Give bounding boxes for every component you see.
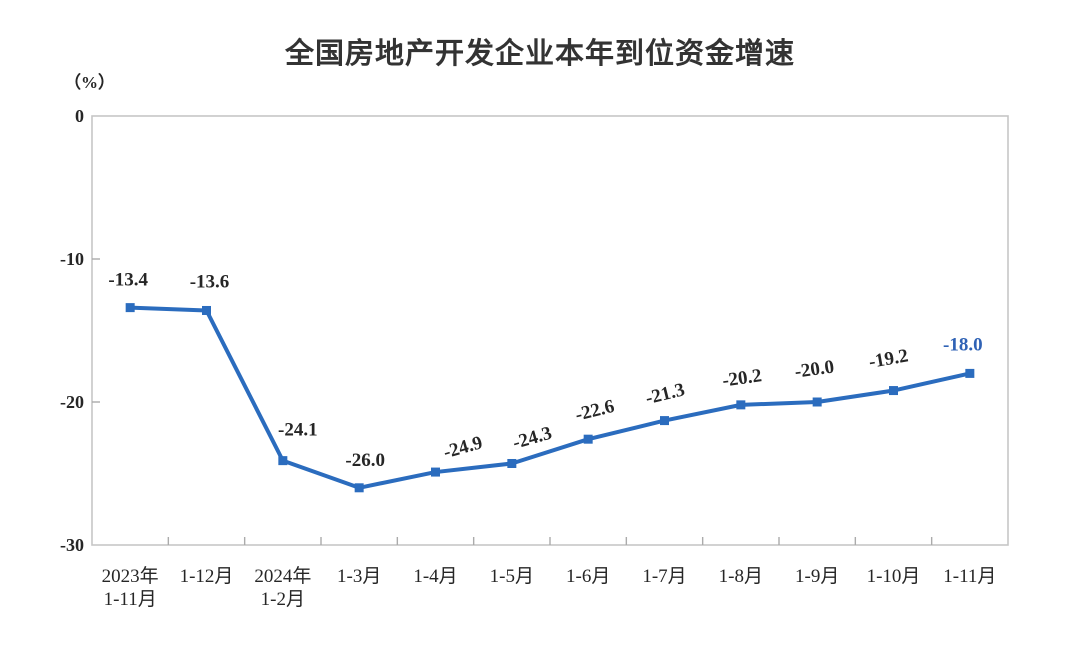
data-point-marker [354, 483, 364, 493]
data-point-marker [736, 400, 746, 410]
data-point-label: -19.2 [867, 345, 910, 373]
data-point-label: -21.3 [643, 379, 686, 409]
x-axis-category-label: 1-11月 [943, 566, 996, 587]
y-axis-tick-label: 0 [75, 106, 84, 126]
data-point-marker [278, 456, 288, 466]
x-axis-category-label: 2024年 1-2月 [254, 565, 311, 610]
data-point-label: -20.0 [793, 356, 835, 382]
x-axis-category-label: 1-4月 [413, 566, 457, 587]
x-axis-category-label: 1-7月 [642, 566, 686, 587]
data-point-label: -26.0 [345, 450, 385, 471]
x-axis-category-label: 1-8月 [719, 566, 763, 587]
data-point-marker [431, 467, 440, 477]
plot-border [91, 115, 1009, 546]
x-axis-category-label: 2023年 1-11月 [102, 565, 159, 610]
data-point-marker [660, 416, 669, 426]
data-point-label: -13.4 [108, 270, 148, 291]
line-series [128, 305, 972, 490]
y-axis-tick-label: -20 [60, 392, 84, 412]
data-point-marker [583, 434, 593, 444]
data-point-label: -13.6 [190, 271, 230, 292]
x-axis-category-label: 1-5月 [490, 566, 534, 587]
x-axis-category-label: 1-6月 [566, 566, 610, 587]
y-axis-unit-label: （%） [64, 73, 115, 92]
x-axis-category-label: 1-12月 [180, 566, 234, 587]
chart-title: 全国房地产开发企业本年到位资金增速 [284, 38, 795, 70]
data-point-label: -24.1 [278, 420, 318, 441]
data-point-marker [507, 458, 517, 468]
data-point-marker [812, 397, 822, 407]
data-point-marker [889, 386, 898, 396]
y-axis-tick-label: -30 [60, 535, 84, 555]
data-point-label: -18.0 [943, 334, 983, 355]
x-axis-category-label: 1-3月 [337, 566, 381, 587]
y-axis-tick-label: -10 [60, 249, 84, 269]
data-point-marker [125, 303, 135, 313]
data-point-marker [202, 305, 211, 315]
data-point-marker [965, 368, 975, 378]
x-axis-category-label: 1-9月 [795, 566, 839, 587]
data-point-label: -20.2 [721, 365, 763, 391]
data-point-label: -22.6 [573, 396, 616, 426]
x-axis-category-label: 1-10月 [867, 566, 921, 587]
data-point-label: -24.9 [441, 432, 485, 463]
data-point-label: -24.3 [510, 423, 554, 454]
